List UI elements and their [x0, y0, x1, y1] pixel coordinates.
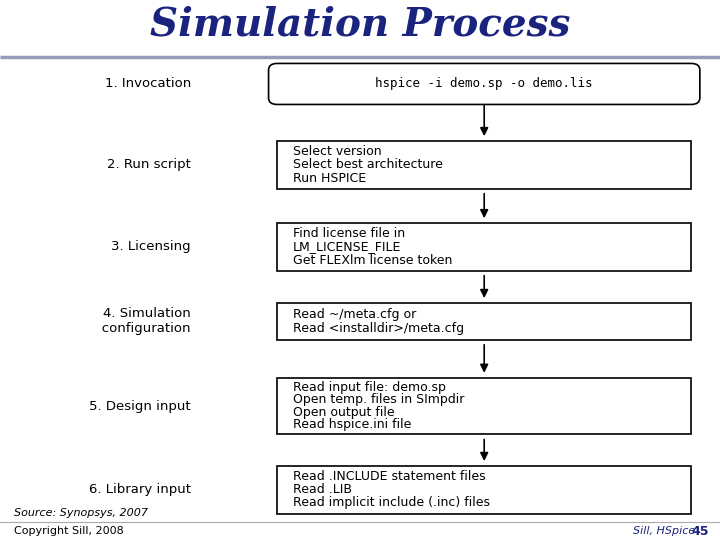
Text: Read implicit include (.inc) files: Read implicit include (.inc) files [293, 496, 490, 510]
Text: 1. Invocation: 1. Invocation [104, 77, 191, 90]
Text: 3. Licensing: 3. Licensing [111, 240, 191, 253]
FancyBboxPatch shape [277, 466, 691, 514]
Text: Sill, HSpice: Sill, HSpice [633, 526, 695, 536]
Text: Read hspice.ini file: Read hspice.ini file [293, 418, 411, 431]
Text: Read input file: demo.sp: Read input file: demo.sp [293, 381, 446, 394]
Text: Select version: Select version [293, 145, 382, 158]
FancyBboxPatch shape [269, 63, 700, 104]
Text: LM_LICENSE_FILE: LM_LICENSE_FILE [293, 240, 402, 253]
Text: Find license file in: Find license file in [293, 227, 405, 240]
Text: Open output file: Open output file [293, 406, 395, 419]
Text: Read ~/meta.cfg or: Read ~/meta.cfg or [293, 308, 416, 321]
Text: Open temp. files in SImpdir: Open temp. files in SImpdir [293, 394, 464, 407]
FancyBboxPatch shape [277, 223, 691, 271]
Text: Get FLEXlm license token: Get FLEXlm license token [293, 254, 452, 267]
Text: 4. Simulation
   configuration: 4. Simulation configuration [89, 307, 191, 335]
FancyBboxPatch shape [277, 141, 691, 188]
Text: 5. Design input: 5. Design input [89, 400, 191, 413]
Text: Read <installdir>/meta.cfg: Read <installdir>/meta.cfg [293, 322, 464, 335]
Text: 6. Library input: 6. Library input [89, 483, 191, 496]
Text: Run HSPICE: Run HSPICE [293, 172, 366, 185]
Text: Read .INCLUDE statement files: Read .INCLUDE statement files [293, 470, 486, 483]
Text: Copyright Sill, 2008: Copyright Sill, 2008 [14, 526, 124, 536]
Text: 45: 45 [692, 525, 709, 538]
FancyBboxPatch shape [277, 378, 691, 435]
Text: Source: Synopsys, 2007: Source: Synopsys, 2007 [14, 508, 148, 518]
Text: 2. Run script: 2. Run script [107, 158, 191, 171]
Text: Read .LIB: Read .LIB [293, 483, 352, 496]
Text: Simulation Process: Simulation Process [150, 5, 570, 44]
FancyBboxPatch shape [277, 303, 691, 340]
Text: Select best architecture: Select best architecture [293, 158, 443, 171]
Text: hspice -i demo.sp -o demo.lis: hspice -i demo.sp -o demo.lis [375, 77, 593, 90]
